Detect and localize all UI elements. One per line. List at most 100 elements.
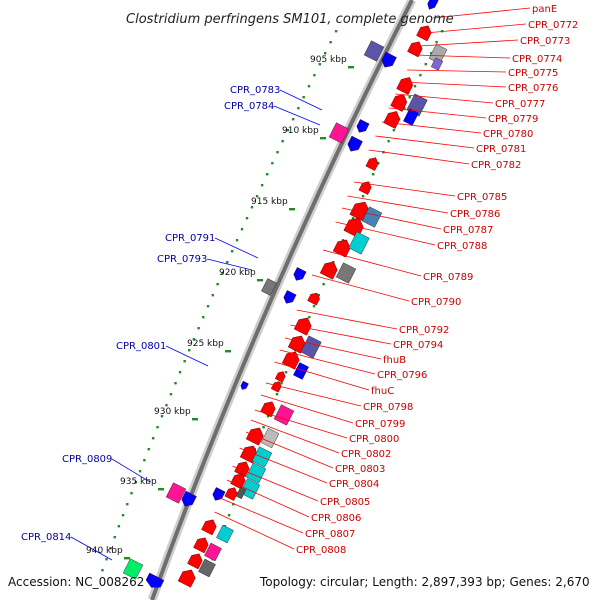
gene-box: [363, 40, 385, 62]
tick-dot-left: [226, 261, 229, 264]
forward-gene-arrow-shape: [390, 94, 408, 112]
forward-gene-arrow-shape: [293, 317, 312, 336]
forward-gene-arrow-shape: [281, 351, 300, 370]
tick-dot-right: [372, 173, 375, 176]
forward-gene-arrow-shape: [201, 519, 217, 536]
forward-gene-arrow: [358, 181, 372, 195]
right-gene-label: CPR_0800: [349, 434, 399, 445]
left-label-line: [279, 89, 323, 111]
gene-box-shape: [300, 335, 322, 359]
right-gene-label: CPR_0787: [443, 225, 493, 236]
tick-dot-left: [101, 569, 104, 572]
gene-box-shape: [204, 542, 222, 562]
gene-box: [245, 462, 267, 484]
gene-box: [430, 57, 444, 71]
topology-text: Topology: circular; Length: 2,897,393 bp…: [259, 575, 590, 589]
tick-dot-left: [121, 514, 125, 517]
forward-gene-arrow-shape: [319, 261, 338, 280]
right-gene-label: CPR_0774: [512, 54, 562, 65]
kbp-tick-mark: [289, 208, 295, 211]
labels-layer: Clostridium perfringens SM101, complete …: [8, 4, 590, 589]
tick-dot-left: [216, 283, 219, 286]
right-gene-label: CPR_0790: [411, 297, 461, 308]
right-label-line: [245, 431, 334, 469]
tick-dot-left: [286, 129, 290, 132]
tick-dot-left: [134, 481, 137, 484]
tick-dot-left: [297, 107, 300, 110]
reverse-gene-arrow: [181, 490, 197, 507]
tick-dot-left: [235, 239, 239, 242]
gene-box: [235, 486, 247, 500]
forward-gene-arrow: [177, 569, 196, 588]
gene-box: [239, 478, 261, 500]
reverse-gene-arrow-shape: [347, 135, 363, 152]
tick-dot-left: [260, 184, 264, 187]
right-gene-label: CPR_0807: [305, 529, 355, 540]
left-gene-label: CPR_0793: [157, 254, 207, 265]
right-label-line: [226, 479, 310, 518]
tick-dot-right: [419, 74, 422, 77]
right-label-line: [219, 497, 304, 534]
right-gene-label: CPR_0792: [399, 325, 449, 336]
tick-dot-left: [250, 206, 254, 209]
kbp-tick-mark: [320, 137, 326, 140]
right-gene-label: CPR_0798: [363, 402, 413, 413]
forward-gene-arrow-shape: [245, 427, 264, 446]
right-label-line: [368, 149, 470, 165]
gene-box: [122, 558, 144, 580]
gene-box: [198, 558, 216, 578]
tick-dot-right: [435, 41, 438, 44]
tick-dot-right: [312, 305, 316, 308]
gene-box-shape: [361, 206, 383, 228]
reverse-gene-arrow-shape: [145, 572, 165, 588]
right-label-line: [250, 419, 340, 454]
left-gene-label: CPR_0784: [224, 101, 274, 112]
tick-dot-left: [174, 382, 177, 385]
tick-dot-left: [334, 30, 338, 33]
tick-dot-left: [206, 305, 210, 308]
forward-gene-arrow-shape: [365, 157, 379, 171]
right-label-line: [260, 394, 354, 424]
tick-dot-right: [262, 426, 265, 429]
kbp-tick-label: 935 kbp: [120, 477, 157, 487]
left-label-line: [70, 536, 113, 561]
right-gene-label: CPR_0806: [311, 513, 361, 524]
right-label-line: [375, 135, 475, 149]
gene-box: [260, 427, 280, 449]
tick-dot-left: [211, 294, 215, 297]
tick-dot-right: [317, 294, 321, 297]
tick-dot-left: [126, 503, 129, 506]
tick-dot-right: [413, 85, 417, 88]
tick-dot-left: [323, 52, 327, 55]
tick-dot-left: [105, 558, 108, 561]
reverse-gene-arrow: [356, 119, 370, 133]
forward-gene-arrow: [293, 317, 312, 336]
right-label-line: [254, 409, 348, 439]
forward-gene-arrow: [396, 77, 414, 95]
kbp-tick-label: 920 kbp: [219, 268, 256, 278]
gene-box-shape: [335, 262, 357, 284]
right-label-line: [395, 93, 494, 104]
forward-gene-arrow: [187, 553, 203, 570]
reverse-gene-arrow: [145, 572, 165, 588]
gene-box: [348, 231, 370, 255]
right-gene-label: CPR_0786: [450, 209, 500, 220]
reverse-gene-arrow: [283, 290, 297, 304]
reverse-gene-arrow-shape: [427, 0, 439, 10]
tick-dot-right: [429, 52, 433, 55]
reverse-gene-arrow-shape: [240, 380, 249, 390]
forward-gene-arrow-shape: [407, 41, 423, 58]
reverse-gene-arrow-shape: [283, 290, 297, 304]
right-gene-label: CPR_0802: [341, 449, 391, 460]
right-label-line: [284, 337, 382, 360]
tick-dot-left: [221, 272, 224, 275]
right-gene-label: CPR_0781: [476, 144, 526, 155]
kbp-tick-label: 940 kbp: [86, 546, 123, 556]
tick-dot-left: [255, 195, 259, 198]
gene-box-shape: [239, 478, 261, 500]
right-gene-label: CPR_0799: [355, 419, 405, 430]
gene-box: [328, 122, 350, 144]
reverse-gene-arrow: [293, 267, 307, 281]
forward-gene-arrow: [274, 371, 286, 383]
